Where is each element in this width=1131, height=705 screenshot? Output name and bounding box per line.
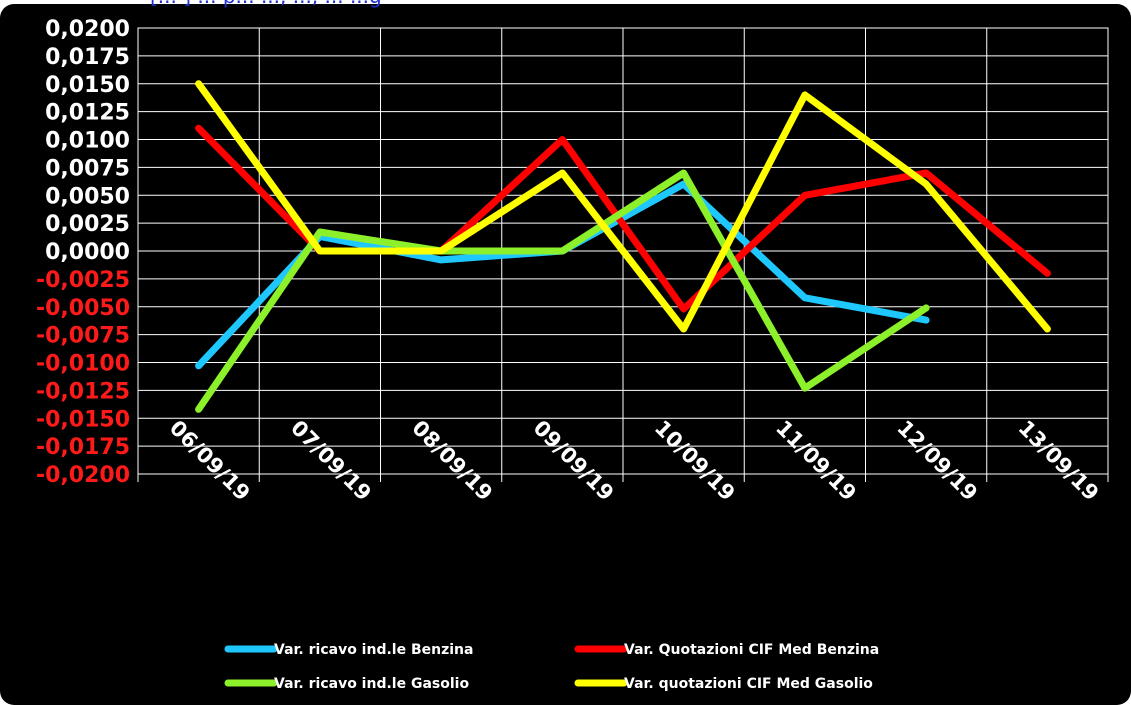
- data-point: [559, 137, 565, 142]
- y-tick-label: -0,0025: [36, 268, 130, 293]
- y-tick-label: 0,0000: [45, 240, 130, 265]
- legend-label: Var. ricavo ind.le Gasolio: [274, 676, 469, 692]
- series-line-4: [195, 80, 1051, 333]
- data-point: [196, 125, 202, 131]
- y-tick-label: 0,0050: [45, 184, 130, 209]
- data-point: [923, 305, 929, 311]
- plot-area-border: [137, 27, 1109, 475]
- data-point: [802, 192, 808, 198]
- y-tick-label: 0,0200: [45, 17, 130, 42]
- y-tick-label: -0,0200: [36, 463, 130, 488]
- legend-label: Var. Quotazioni CIF Med Benzina: [624, 642, 879, 658]
- y-tick-label: 0,0075: [45, 156, 130, 181]
- data-point: [438, 248, 444, 254]
- chart-title: [... ] ... p... ..., ..., ... ...g: [150, 0, 382, 8]
- data-point: [317, 248, 323, 254]
- data-point: [1044, 270, 1050, 276]
- data-point: [802, 385, 808, 391]
- data-point: [923, 170, 929, 176]
- y-tick-label: -0,0050: [36, 296, 130, 321]
- y-tick-label: 0,0150: [45, 73, 130, 98]
- data-point: [681, 306, 687, 312]
- data-point: [802, 92, 808, 98]
- legend-label: Var. quotazioni CIF Med Gasolio: [624, 676, 873, 692]
- y-tick-label: 0,0175: [45, 45, 130, 70]
- data-point: [559, 170, 565, 176]
- data-point: [681, 181, 687, 187]
- data-point: [923, 181, 929, 187]
- data-point: [1044, 326, 1050, 332]
- data-point: [923, 317, 929, 323]
- data-point: [317, 229, 323, 235]
- chart-background: [0, 4, 1131, 705]
- y-tick-label: -0,0150: [36, 407, 130, 432]
- data-point: [196, 363, 202, 369]
- data-point: [196, 406, 202, 412]
- y-tick-label: -0,0100: [36, 352, 130, 377]
- series-lines: [195, 80, 1051, 413]
- data-point: [681, 170, 687, 176]
- y-tick-label: -0,0125: [36, 379, 130, 404]
- grid-lines: [137, 27, 1109, 482]
- legend-label: Var. ricavo ind.le Benzina: [274, 642, 473, 658]
- data-point: [438, 257, 444, 263]
- y-tick-label: 0,0100: [45, 129, 130, 154]
- data-point: [196, 81, 202, 87]
- y-tick-label: -0,0075: [36, 324, 130, 349]
- data-point: [802, 295, 808, 301]
- y-tick-label: -0,0175: [36, 435, 130, 460]
- legend: Var. ricavo ind.le Benzina Var. Quotazion…: [224, 642, 879, 692]
- data-point: [681, 326, 687, 332]
- y-tick-label: 0,0125: [45, 101, 130, 126]
- data-point: [559, 248, 565, 254]
- y-tick-label: 0,0025: [45, 212, 130, 237]
